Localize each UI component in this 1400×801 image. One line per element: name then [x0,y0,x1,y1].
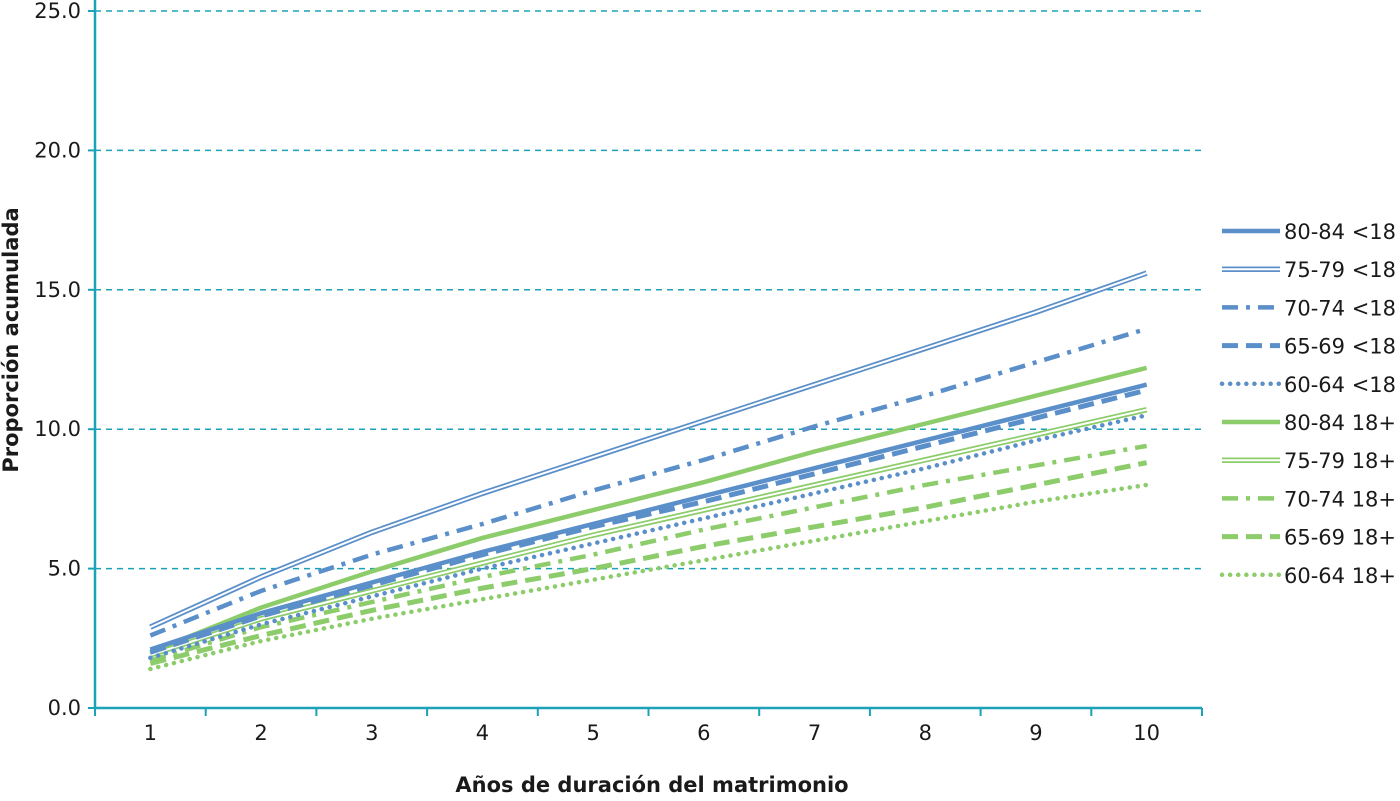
legend: 80-84 <18 75-79 <18 70-74 <18 65-69 <18 60-6… [1219,220,1396,588]
series-line-70-74-18 [149,443,1148,663]
y-tick-label: 0.0 [48,696,81,720]
series-line-80-84-18 [149,365,1148,655]
legend-label-65-69-18: 65-69 <18 [1284,335,1396,359]
series-line-70-74-18 [149,326,1148,638]
y-tick-label: 15.0 [34,278,81,302]
legend-label-80-84-18: 80-84 18+ [1284,411,1396,435]
legend-label-80-84-18: 80-84 <18 [1284,220,1396,244]
x-tick-label: 1 [144,721,157,745]
y-tick-label: 20.0 [34,138,81,162]
y-axis-title: Proporción acumulada [0,207,23,472]
series-line-75-79-18 [150,408,1147,656]
series-line-65-69-18 [149,387,1148,655]
y-tick-label: 25.0 [34,0,81,23]
x-tick-label: 9 [1029,721,1042,745]
y-tick-labels: 0.0 5.0 10.0 15.0 20.0 25.0 [34,0,81,720]
x-axis-title: Años de duración del matrimonio [455,773,848,797]
series-line-75-79-18 [149,272,1147,629]
x-tick-labels: 1 2 3 4 5 6 7 8 9 10 [144,721,1160,745]
legend-label-60-64-18: 60-64 <18 [1284,373,1396,397]
series-line-60-64-18 [148,482,1149,672]
x-tick-label: 6 [697,721,710,745]
series-line-80-84-18 [149,382,1148,652]
y-tick-label: 10.0 [34,417,81,441]
legend-label-70-74-18: 70-74 <18 [1284,296,1396,320]
axes [88,0,1203,716]
legend-label-60-64-18: 60-64 18+ [1284,564,1396,588]
series-line-65-69-18 [149,460,1148,666]
x-tick-label: 5 [586,721,599,745]
x-tick-label: 10 [1133,721,1160,745]
legend-label-70-74-18: 70-74 18+ [1284,487,1396,511]
series-line-75-79-18 [149,270,1148,630]
x-tick-label: 4 [476,721,489,745]
legend-label-75-79-18: 75-79 <18 [1284,258,1396,282]
series-line-60-64-18 [148,413,1149,661]
y-tick-label: 5.0 [48,557,81,581]
x-tick-label: 3 [365,721,378,745]
grid-lines [95,10,1202,570]
series-lines [148,270,1149,672]
x-tick-label: 7 [808,721,821,745]
legend-label-65-69-18: 65-69 18+ [1284,526,1396,550]
x-tick-label: 2 [254,721,267,745]
legend-label-75-79-18: 75-79 18+ [1284,449,1396,473]
x-tick-label: 8 [919,721,932,745]
